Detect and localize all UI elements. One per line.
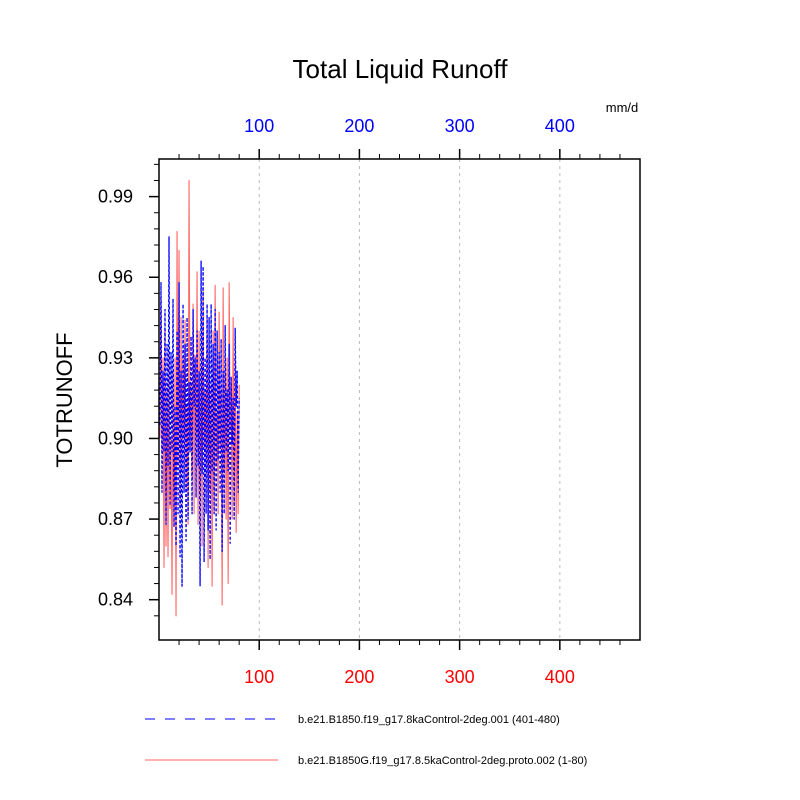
series-line-control-8ka [159, 236, 240, 587]
legend-label-series-2: b.e21.B1850G.f19_g17.8.5kaControl-2deg.p… [298, 755, 587, 767]
top-x-tick-label: 400 [545, 116, 575, 136]
bottom-x-tick-label: 400 [545, 667, 575, 687]
legend: b.e21.B1850.f19_g17.8kaControl-2deg.001 … [145, 714, 587, 767]
y-axis-label: TOTRUNOFF [52, 332, 77, 467]
bottom-x-tick-label: 300 [445, 667, 475, 687]
y-tick-label: 0.84 [98, 590, 133, 610]
y-tick-label: 0.93 [98, 348, 133, 368]
bottom-x-tick-label: 200 [344, 667, 374, 687]
units-label: mm/d [606, 100, 639, 115]
top-x-tick-label: 100 [244, 116, 274, 136]
y-tick-label: 0.99 [98, 187, 133, 207]
plot-frame [158, 158, 641, 641]
y-tick-label: 0.90 [98, 428, 133, 448]
top-x-tick-label: 200 [344, 116, 374, 136]
y-tick-label: 0.87 [98, 509, 133, 529]
axes-layer: 100 100 200 200 300 300 400 400 0.84 0.87 0.90 0.93… [98, 116, 621, 687]
chart-title: Total Liquid Runoff [293, 54, 509, 84]
grid-layer [258, 159, 561, 640]
y-tick-label: 0.96 [98, 267, 133, 287]
legend-label-series-1: b.e21.B1850.f19_g17.8kaControl-2deg.001 … [298, 714, 560, 726]
series-layer [159, 179, 240, 617]
top-x-tick-label: 300 [445, 116, 475, 136]
bottom-x-tick-label: 100 [244, 667, 274, 687]
